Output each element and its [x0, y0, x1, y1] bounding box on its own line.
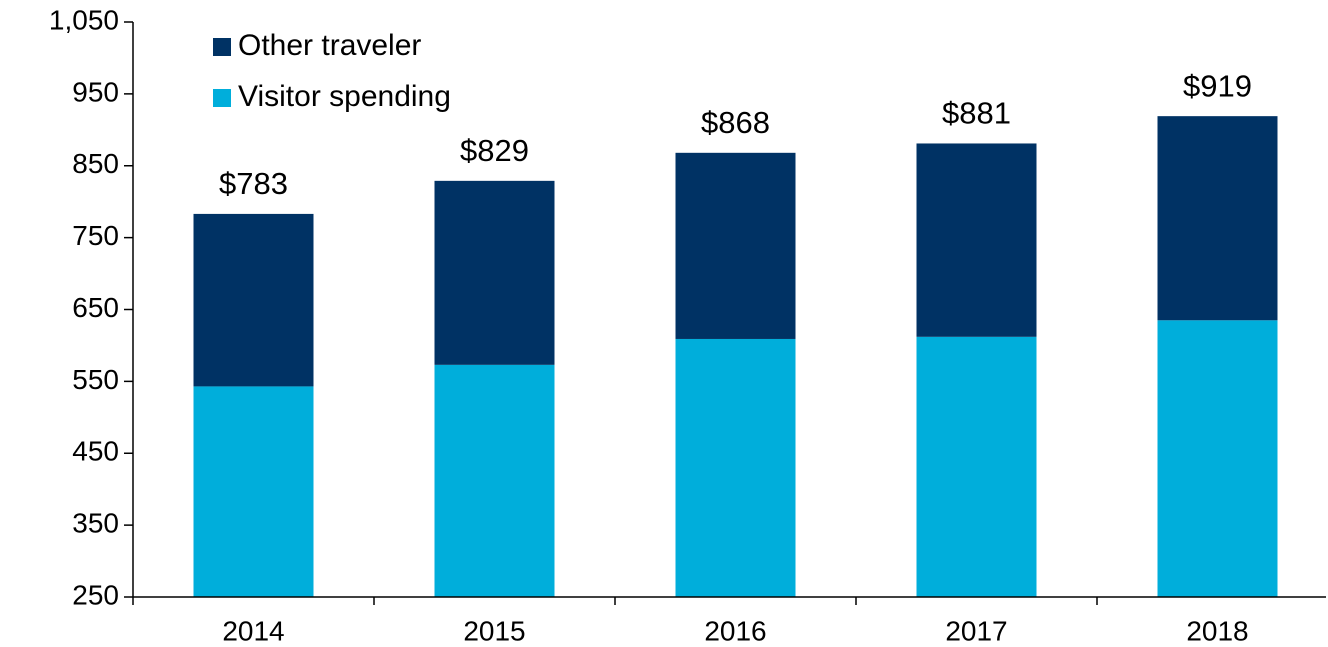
total-label: $881 [942, 96, 1011, 131]
legend-label: Visitor spending [238, 80, 451, 113]
y-tick-label: 550 [72, 364, 119, 395]
bar-segment [916, 336, 1037, 597]
x-tick-label: 2016 [704, 615, 766, 646]
legend-swatch [213, 89, 231, 107]
y-tick-label: 450 [72, 436, 119, 467]
x-tick-label: 2017 [945, 615, 1007, 646]
legend-swatch [213, 38, 231, 56]
x-tick-label: 2015 [463, 615, 525, 646]
bar-segment [675, 152, 796, 339]
y-tick-label: 950 [72, 76, 119, 107]
bar-segment [916, 143, 1037, 337]
bar-segment [434, 180, 555, 365]
x-tick-label: 2014 [222, 615, 284, 646]
bar-segment [675, 338, 796, 597]
y-tick-label: 750 [72, 220, 119, 251]
total-label: $783 [219, 166, 288, 201]
total-label: $919 [1183, 68, 1252, 103]
y-tick-label: 650 [72, 292, 119, 323]
y-tick-label: 850 [72, 148, 119, 179]
bar-segment [193, 213, 314, 387]
bar-segment [434, 364, 555, 597]
x-tick-label: 2018 [1186, 615, 1248, 646]
y-tick-label: 350 [72, 508, 119, 539]
y-tick-label: 1,050 [49, 4, 119, 35]
legend-label: Other traveler [238, 29, 421, 62]
y-tick-label: 250 [72, 579, 119, 610]
bar-segment [1157, 320, 1278, 597]
total-label: $829 [460, 133, 529, 168]
bar-segment [193, 386, 314, 597]
bar-segment [1157, 116, 1278, 321]
total-label: $868 [701, 105, 770, 140]
